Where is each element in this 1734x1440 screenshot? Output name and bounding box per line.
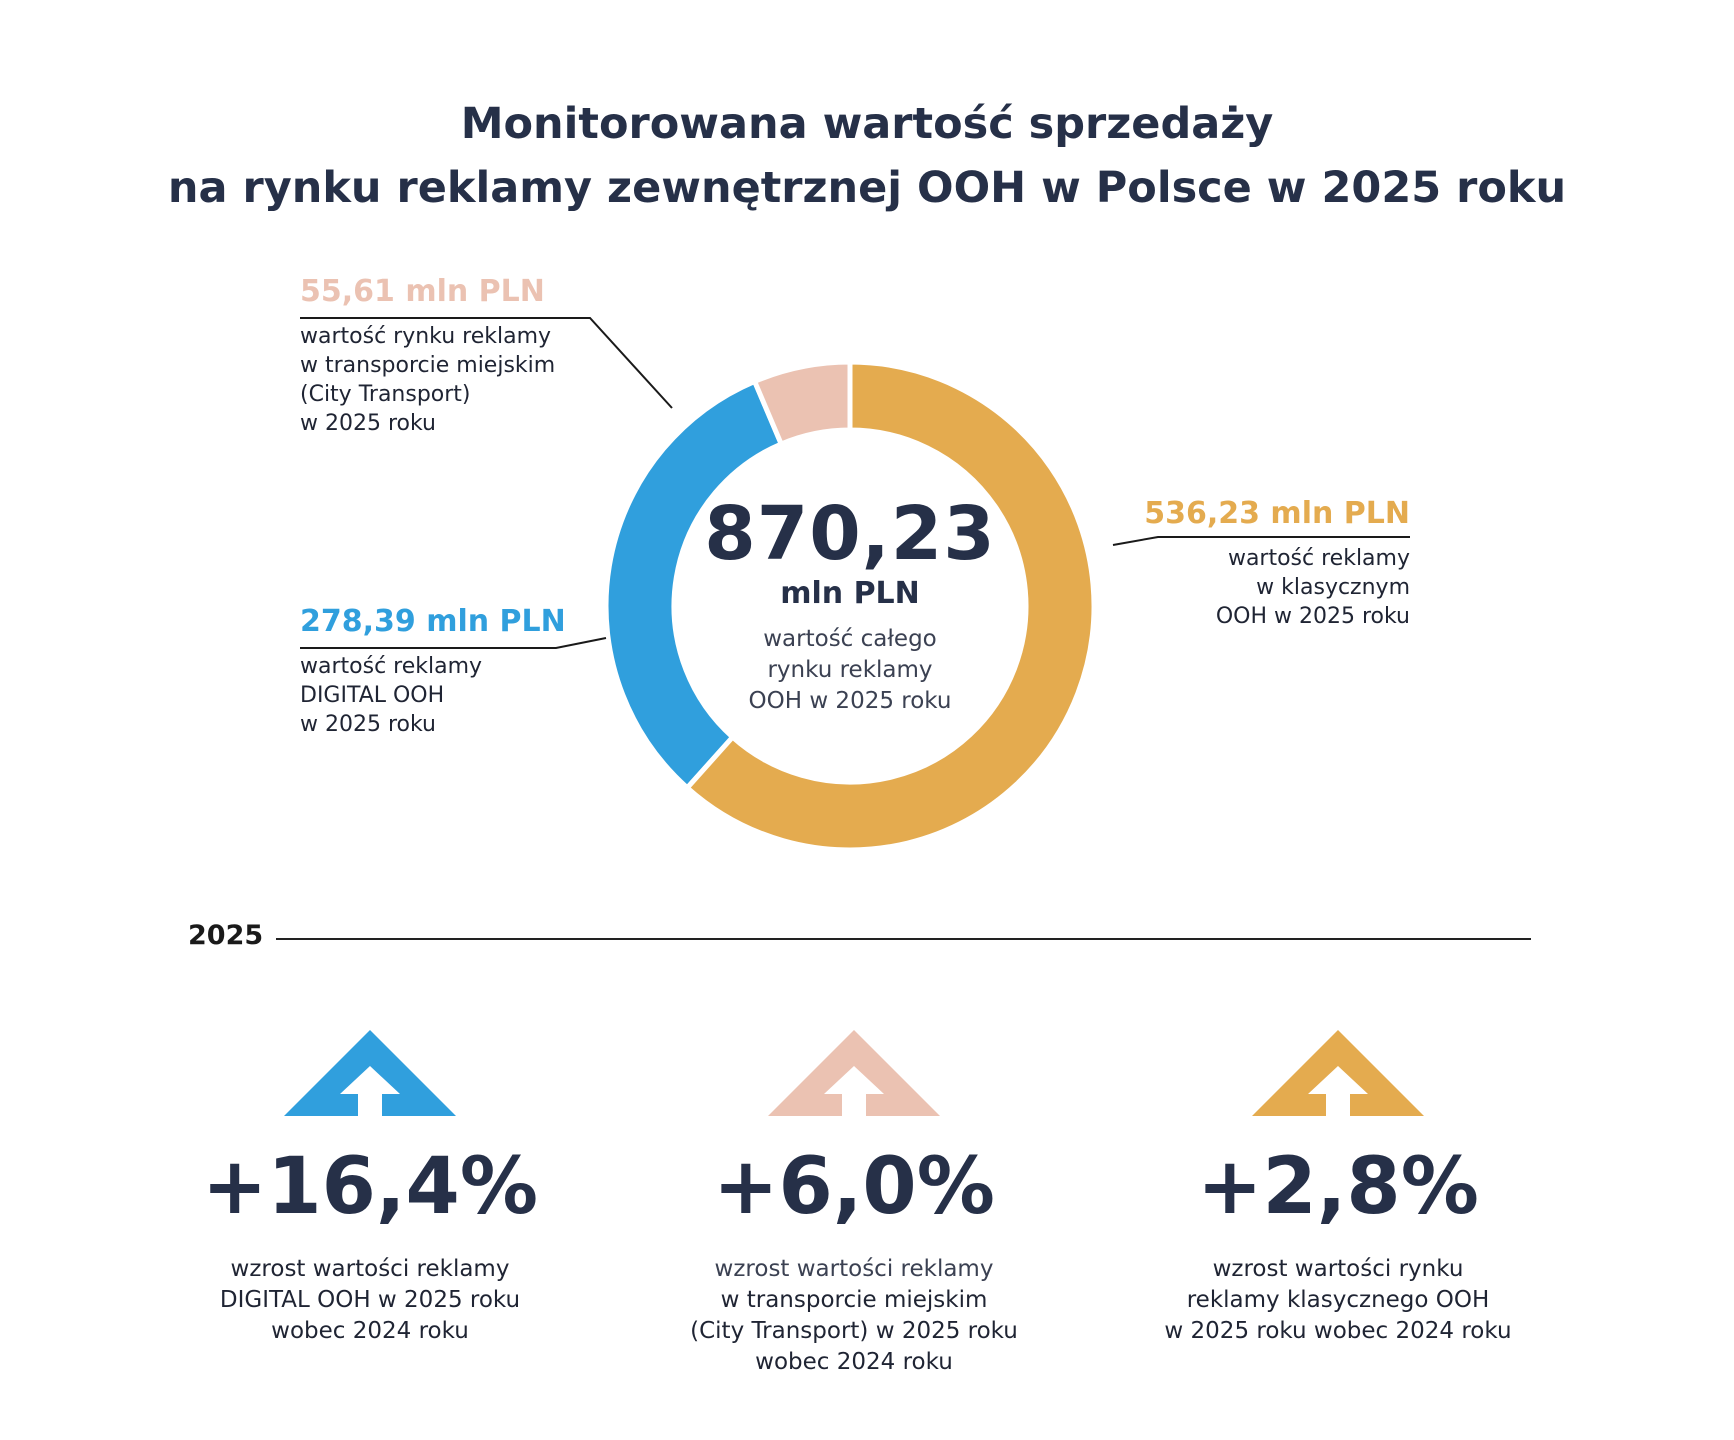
stat-desc-line: wzrost wartości rynku [1212,1256,1464,1282]
stat-desc-line: (City Transport) w 2025 roku [690,1318,1018,1344]
arrow-up-icon [768,1030,940,1116]
callout-classic-value: 536,23 mln PLN [1144,496,1410,531]
title-line-1: Monitorowana wartość sprzedaży [460,99,1274,149]
leader-line-classic [1112,536,1410,546]
callout-digital-value: 278,39 mln PLN [300,604,566,639]
section-year-label: 2025 [188,920,264,951]
section-divider [276,938,1531,940]
arrow-up-icon [1252,1030,1424,1116]
chart-title: Monitorowana wartość sprzedaży na rynku … [0,92,1734,220]
total-value: 870,23 [704,491,996,577]
donut-center-total: 870,23 mln PLN wartość całego rynku rekl… [700,492,1000,717]
callout-transport-desc-line: wartość rynku reklamy [300,324,552,349]
callout-classic-desc-line: wartość reklamy [1227,546,1410,571]
stat-transport-desc: wzrost wartości reklamy w transporcie mi… [644,1254,1064,1378]
title-line-2: na rynku reklamy zewnętrznej OOH w Polsc… [167,163,1567,213]
stat-desc-line: w 2025 roku wobec 2024 roku [1164,1318,1512,1344]
arrow-up-icon [284,1030,456,1116]
stat-digital-desc: wzrost wartości reklamy DIGITAL OOH w 20… [160,1254,580,1347]
callout-digital: 278,39 mln PLN wartość reklamy DIGITAL O… [300,604,566,739]
callout-digital-desc-line: DIGITAL OOH [300,683,445,708]
stat-classic: +2,8% wzrost wartości rynku reklamy klas… [1128,1030,1548,1347]
callout-classic: 536,23 mln PLN wartość reklamy w klasycz… [1010,496,1410,631]
callout-transport-desc-line: w transporcie miejskim [300,353,556,378]
leader-line-transport [300,317,673,409]
callout-digital-desc-line: w 2025 roku [300,712,436,737]
total-desc-line: rynku reklamy [767,657,933,683]
donut-slice-classic [683,359,1097,853]
stat-desc-line: wobec 2024 roku [755,1349,953,1375]
leader-line-digital [300,637,607,649]
callout-transport-value: 55,61 mln PLN [300,274,545,309]
stat-transport-value: +6,0% [713,1142,995,1232]
callout-transport-desc-line: w 2025 roku [300,411,436,436]
stat-digital: +16,4% wzrost wartości reklamy DIGITAL O… [160,1030,580,1347]
callout-classic-desc: wartość reklamy w klasycznym OOH w 2025 … [1010,544,1410,631]
stat-digital-value: +16,4% [202,1142,538,1232]
donut-slice-digital [603,378,785,792]
total-unit: mln PLN [780,576,920,611]
callout-transport-desc: wartość rynku reklamy w transporcie miej… [300,322,555,438]
leader-lines [300,317,1410,649]
stat-desc-line: DIGITAL OOH w 2025 roku [219,1287,521,1313]
callout-transport: 55,61 mln PLN wartość rynku reklamy w tr… [300,274,555,438]
stat-desc-line: wobec 2024 roku [271,1318,469,1344]
donut-slices [603,359,1097,853]
stat-desc-line: wzrost wartości reklamy [230,1256,510,1282]
stat-classic-desc: wzrost wartości rynku reklamy klasyczneg… [1128,1254,1548,1347]
total-desc: wartość całego rynku reklamy OOH w 2025 … [700,624,1000,717]
total-desc-line: OOH w 2025 roku [748,688,952,714]
callout-classic-desc-line: OOH w 2025 roku [1215,604,1410,629]
stat-desc-line: reklamy klasycznego OOH [1186,1287,1490,1313]
callout-classic-desc-line: w klasycznym [1256,575,1410,600]
total-desc-line: wartość całego [763,626,937,652]
callout-digital-desc-line: wartość reklamy [300,654,483,679]
stat-desc-line: wzrost wartości reklamy [714,1256,994,1282]
donut-chart [300,317,1410,853]
stat-classic-value: +2,8% [1197,1142,1479,1232]
callout-transport-desc-line: (City Transport) [300,382,471,407]
stat-desc-line: w transporcie miejskim [720,1287,988,1313]
callout-digital-desc: wartość reklamy DIGITAL OOH w 2025 roku [300,652,566,739]
stat-transport: +6,0% wzrost wartości reklamy w transpor… [644,1030,1064,1378]
